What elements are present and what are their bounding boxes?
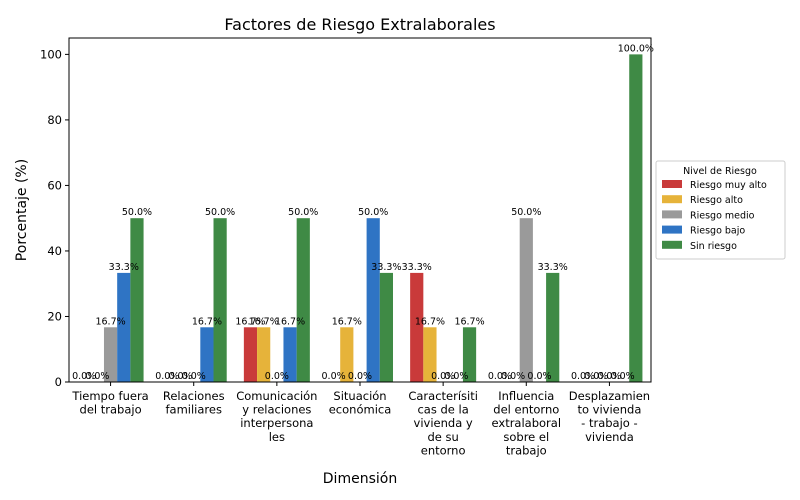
bar-data-label: 33.3% [109,262,139,273]
legend-swatch [662,195,682,204]
chart-title: Factores de Riesgo Extralaborales [224,15,495,34]
bar-data-label: 0.0% [265,371,289,382]
bar-data-label: 0.0% [168,371,192,382]
bar-data-label: 50.0% [511,207,541,218]
bar-data-label: 0.0% [597,371,621,382]
bar-data-label: 50.0% [358,207,388,218]
bar [462,327,477,382]
bars-group [103,54,643,382]
bar [546,272,560,382]
bar [423,327,437,382]
plot-area: 0.0% 0.0%16.7%0.0%33.3%0.0% 0.0%0.0% 0.0%16… [68,37,654,383]
bar-data-label: 100.0% [618,43,654,54]
y-tick-label: 0 [55,375,62,389]
bar-data-label: 16.7% [332,316,362,327]
legend-label: Riesgo muy alto [690,180,767,191]
bar-data-label: 16.7% [415,316,445,327]
x-tick-label: Influencia del entorno extralaboral sobre e… [492,389,562,457]
x-tick-label: Situación económica [329,389,392,417]
bar-data-label: 16.7% [249,316,279,327]
bar [366,218,380,382]
bar-data-label: 0.0% [431,371,455,382]
bar [379,272,393,382]
y-tick-label: 20 [47,309,62,323]
bar-data-label: 0.0% [571,371,595,382]
legend-swatch [662,240,682,249]
bar [130,218,144,382]
bar-data-label: 33.3% [371,262,401,273]
bar-data-label: 16.7% [95,316,125,327]
x-tick-label: Relaciones familiares [163,389,225,417]
bar-data-label: 50.0% [122,207,152,218]
bar-data-label: 0.0% [584,371,608,382]
bar-data-label: 0.0% [182,371,206,382]
legend-label: Riesgo alto [690,195,743,206]
y-tick-label: 100 [40,47,62,61]
bar-data-label: 33.3% [538,262,568,273]
bar-data-label: 50.0% [288,207,318,218]
bar-data-label: 0.0% [72,371,96,382]
bar-data-label: 50.0% [205,207,235,218]
bar [213,218,227,382]
x-tick-label: Desplazamien to vivienda - trabajo -vivien… [569,389,650,444]
bar [340,327,354,382]
x-axis-label: Dimensión [323,471,397,487]
legend-label: Sin riesgo [690,241,737,252]
bar-data-label: 0.0% [611,371,635,382]
legend-items: Riesgo muy alto Riesgo alto Riesgo medio Ri… [662,180,767,252]
bar-data-label: 0.0% [527,371,551,382]
bar-data-label: 0.0% [155,371,179,382]
bar [103,327,118,382]
legend-swatch [662,225,682,234]
bar-labels-group: 0.0% 0.0%16.7%0.0%33.3%0.0% 0.0%0.0% 0.0%16… [72,43,654,382]
bar-data-label: 0.0% [348,371,372,382]
bar [410,272,424,382]
legend-label: Riesgo medio [690,210,755,221]
bar [117,272,131,382]
bar [200,327,214,382]
bar [257,327,271,382]
bar-data-label: 0.0% [501,371,525,382]
x-tick-label: Caracterísiti cas de la vivienda y de su ent… [408,389,478,457]
x-axis: Tiempo fuera del trabajo Relaciones familia… [71,382,650,457]
bar-data-label: 0.0% [85,371,109,382]
bar-data-label: 16.7% [275,316,305,327]
legend-frame [655,160,786,260]
x-tick-label: Comunicación y relaciones interpersona les [236,389,317,444]
bar [283,327,297,382]
y-tick-label: 40 [47,244,62,258]
bar [519,218,533,382]
bar [243,327,258,382]
bar-data-label: 16.7% [454,316,484,327]
legend-title: Nivel de Riesgo [683,166,757,177]
bar-data-label: 0.0% [444,371,468,382]
y-axis: 0 20 40 60 80 100 [40,47,69,389]
bar-data-label: 0.0% [322,371,346,382]
bar-data-label: 16.7% [192,316,222,327]
bar-data-label: 0.0% [488,371,512,382]
y-tick-label: 80 [47,113,62,127]
legend-swatch [662,210,682,219]
legend-swatch [662,180,682,188]
legend-label: Riesgo bajo [690,226,745,237]
bar-data-label: 33.3% [402,262,432,273]
bar [296,218,310,382]
y-tick-label: 60 [47,178,62,192]
legend: Nivel de Riesgo Riesgo muy alto Riesgo al… [655,160,786,260]
bar [629,54,643,382]
x-tick-label: Tiempo fuera del trabajo [71,389,148,417]
bar-data-label: 16.7% [235,316,265,327]
y-axis-label: Porcentaje (%) [14,159,30,261]
